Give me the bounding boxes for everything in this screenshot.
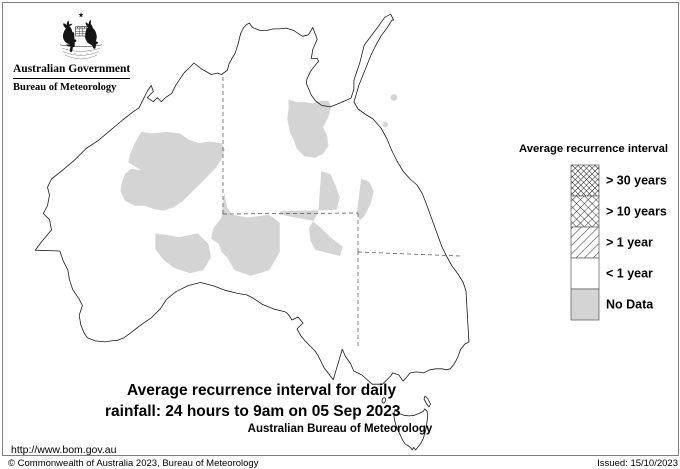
svg-text:> 10 years: > 10 years bbox=[606, 205, 667, 219]
svg-text:No Data: No Data bbox=[606, 298, 654, 312]
svg-text:> 30 years: > 30 years bbox=[606, 174, 667, 188]
svg-text:Average recurrence interval: Average recurrence interval bbox=[519, 143, 668, 155]
svg-text:< 1 year: < 1 year bbox=[606, 267, 653, 281]
svg-text:> 1 year: > 1 year bbox=[606, 236, 653, 250]
